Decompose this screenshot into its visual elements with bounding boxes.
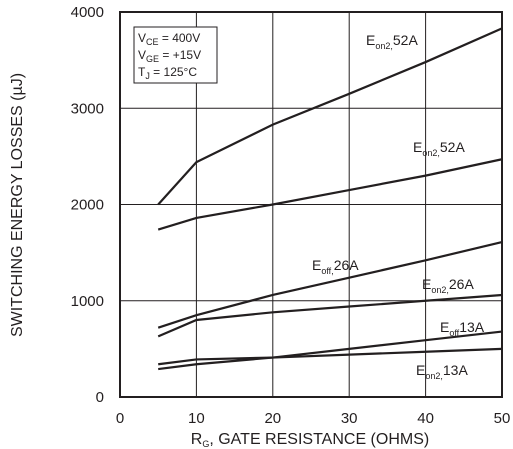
series-lines: [157, 27, 503, 371]
x-tick-label: 50: [494, 410, 511, 427]
series-line: [157, 158, 503, 231]
series-line: [157, 27, 503, 206]
y-tick-label: 4000: [71, 4, 104, 21]
y-tick-label: 2000: [71, 197, 104, 214]
condition-vce: VCE = 400V: [138, 31, 200, 47]
series-labels: Eon2,52A Eon2,52A Eoff,26A Eon2,26A Eoff13A E…: [312, 32, 485, 381]
x-tick-label: 20: [264, 410, 281, 427]
series-label: Eon2,13A: [416, 362, 468, 381]
series-label: Eon2,52A: [366, 32, 418, 51]
series-label: Eoff,26A: [312, 257, 359, 276]
series-line: [157, 240, 503, 329]
x-tick-label: 0: [116, 410, 124, 427]
x-axis-label: RG, GATE RESISTANCE (OHMS): [191, 431, 429, 449]
series-label: Eon2,52A: [413, 139, 465, 158]
y-tick-label: 1000: [71, 293, 104, 310]
series-line: [158, 330, 503, 371]
conditions-box: VCE = 400V VGE = +15V TJ = 125°C: [133, 26, 218, 84]
y-tick-label: 0: [96, 389, 104, 406]
series-line: [157, 293, 503, 338]
series-label: Eon2,26A: [422, 276, 474, 295]
condition-vge: VGE = +15V: [138, 48, 201, 64]
x-tick-label: 30: [341, 410, 358, 427]
y-tick-label: 3000: [71, 100, 104, 117]
series-label: Eoff13A: [440, 319, 485, 338]
tick-labels: 0 10 20 30 40 50 0 1000 2000 3000 4000: [71, 4, 511, 427]
y-axis-label: SWITCHING ENERGY LOSSES (µJ): [9, 73, 26, 337]
condition-tj: TJ = 125°C: [138, 65, 197, 81]
x-tick-label: 10: [188, 410, 205, 427]
series-line: [158, 347, 503, 366]
x-tick-label: 40: [417, 410, 434, 427]
